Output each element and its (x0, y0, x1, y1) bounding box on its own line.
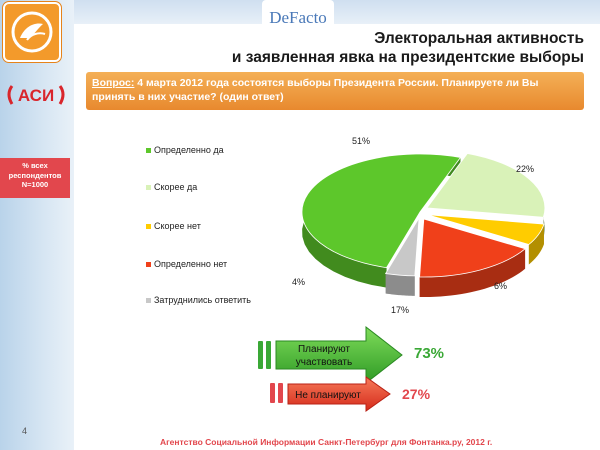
legend-swatch (146, 261, 151, 267)
bar-mark (270, 383, 275, 403)
respondents-line: респондентов (8, 170, 62, 180)
respondents-badge: % всех респондентов N=1000 (0, 158, 70, 198)
title-line: Электоральная активность (374, 30, 584, 47)
footer-credit: Агентство Социальной Информации Санкт-Пе… (160, 437, 493, 447)
legend-label: Определенно нет (154, 259, 228, 269)
pie-value-label: 22% (516, 164, 535, 174)
brand-logo: DeFacto (262, 0, 334, 36)
pie-chart (301, 153, 546, 298)
pie-slice (419, 218, 526, 278)
not-plan-percent: 27% (402, 386, 431, 402)
plan-bars (258, 341, 271, 369)
bird-logo-icon (3, 2, 61, 62)
legend-item: Скорее да (146, 182, 197, 192)
pie-slice (301, 153, 462, 269)
legend-item: Скорее нет (146, 221, 201, 231)
legend-swatch (146, 147, 151, 153)
legend-swatch (146, 223, 151, 229)
svg-text:участвовать: участвовать (296, 357, 352, 368)
svg-text:DeFacto: DeFacto (269, 8, 327, 27)
legend-label: Скорее да (154, 182, 198, 192)
legend-item: Определенно да (146, 145, 224, 155)
sidebar: АСИ % всех респондентов N=1000 4 (0, 0, 74, 450)
not-plan-arrow: Не планируют (287, 376, 391, 412)
pie-slice-side (385, 273, 415, 296)
pie-value-label: 4% (292, 277, 306, 287)
svg-text:АСИ: АСИ (18, 86, 54, 105)
pie-slice (427, 214, 545, 245)
pie-value-label: 51% (352, 136, 371, 146)
legend-swatch (146, 184, 151, 190)
question-label: Вопрос: (92, 77, 135, 89)
svg-text:Планируют: Планируют (298, 344, 350, 355)
plan-percent: 73% (414, 345, 445, 362)
legend-item: Определенно нет (146, 259, 227, 269)
legend-label: Определенно да (154, 145, 224, 155)
not-plan-bars (270, 383, 283, 403)
org-logo: АСИ (6, 78, 66, 110)
pie-slice (426, 153, 546, 218)
title-line: и заявленная явка на президентские выбор… (231, 49, 584, 66)
respondents-line: % всех (22, 161, 48, 170)
pie-value-label: 6% (494, 281, 508, 291)
respondents-count: N=1000 (21, 180, 49, 189)
legend-label: Скорее нет (154, 221, 201, 231)
question-box: Вопрос: 4 марта 2012 года состоятся выбо… (86, 72, 584, 110)
pie-slice-side (528, 224, 544, 265)
bar-mark (266, 341, 271, 369)
bar-mark (278, 383, 283, 403)
pie-slice (384, 217, 420, 277)
legend-swatch (146, 297, 151, 303)
legend-label: Затруднились ответить (154, 295, 251, 305)
svg-text:Не планируют: Не планируют (295, 390, 361, 401)
plan-arrow: Планируют участвовать (275, 325, 403, 385)
bar-mark (258, 341, 263, 369)
page-number: 4 (22, 426, 28, 436)
top-bar (74, 0, 600, 24)
pie-slice-side (419, 248, 526, 298)
question-text: 4 марта 2012 года состоятся выборы Прези… (92, 77, 539, 103)
pie-value-label: 17% (391, 305, 410, 315)
page-title: Электоральная активность и заявленная яв… (232, 29, 584, 67)
legend-item: Затруднились ответить (146, 295, 251, 305)
